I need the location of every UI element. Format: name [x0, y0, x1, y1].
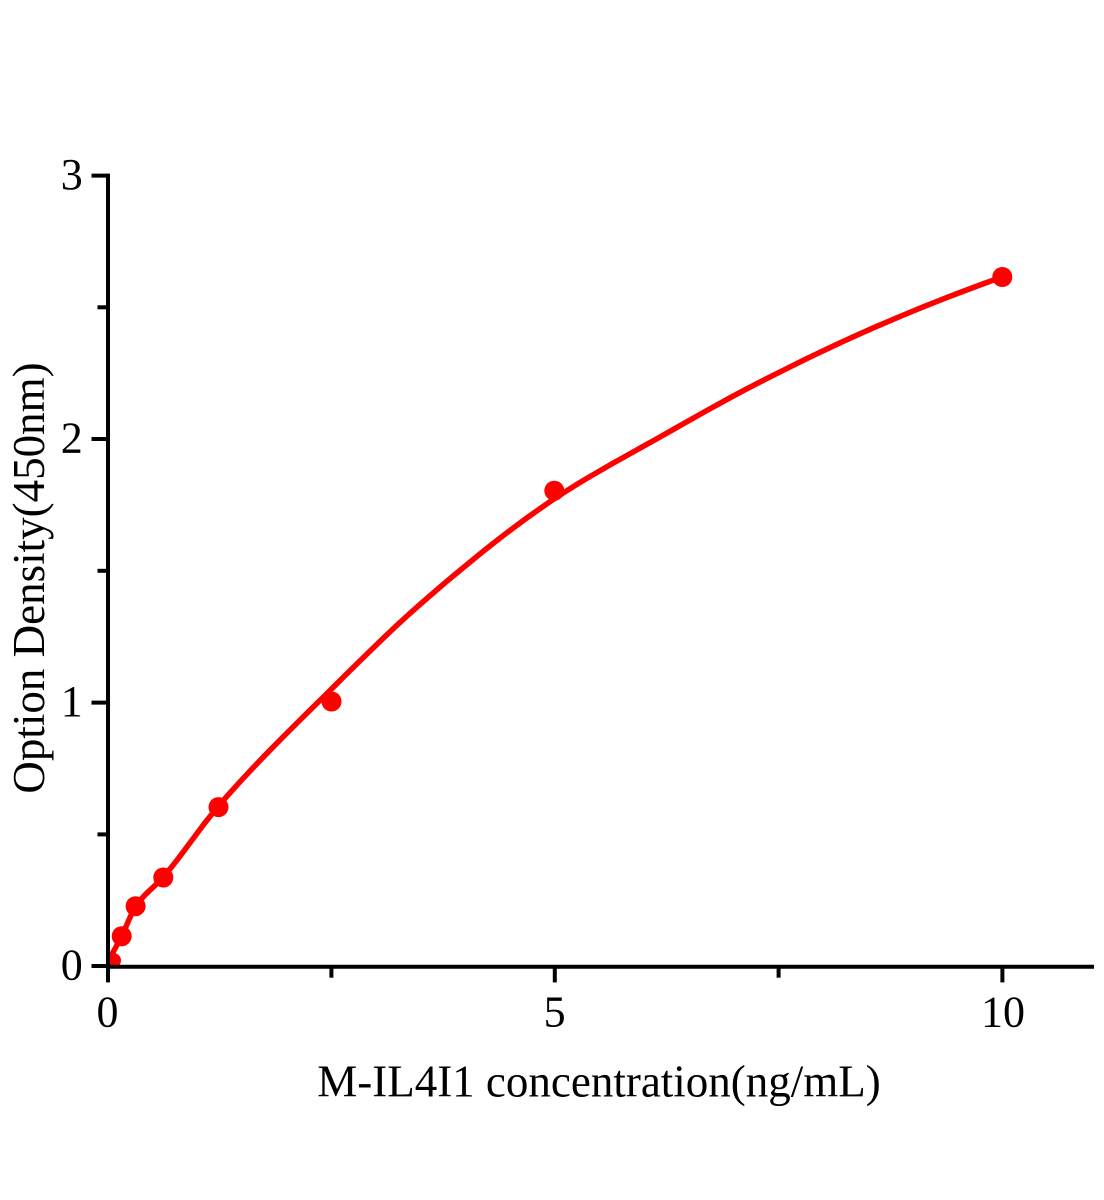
svg-text:5: 5	[544, 988, 566, 1037]
svg-text:2: 2	[61, 414, 83, 463]
svg-text:1: 1	[61, 677, 83, 726]
svg-text:10: 10	[981, 988, 1025, 1037]
svg-text:3: 3	[61, 150, 83, 199]
svg-text:0: 0	[97, 988, 119, 1037]
svg-text:Option Density(450nm): Option Density(450nm)	[4, 362, 54, 793]
svg-text:0: 0	[61, 941, 83, 990]
svg-text:M-IL4I1 concentration(ng/mL): M-IL4I1 concentration(ng/mL)	[317, 1057, 881, 1107]
